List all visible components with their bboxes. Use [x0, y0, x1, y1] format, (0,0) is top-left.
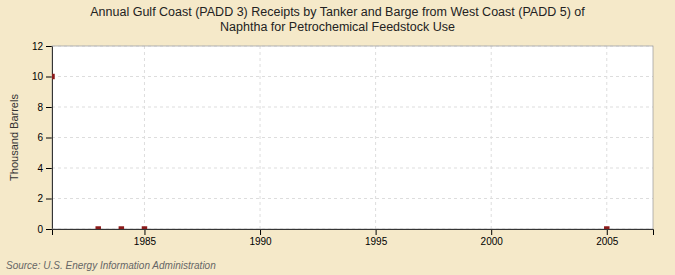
tick: 1990: [249, 229, 272, 247]
tick-mark: [491, 229, 492, 235]
tick-label: 2005: [596, 236, 619, 247]
tick-mark: [46, 77, 52, 78]
tick: 2000: [481, 229, 504, 247]
tick: 2: [37, 193, 52, 204]
tick-mark: [46, 229, 52, 230]
chart-svg: Annual Gulf Coast (PADD 3) Receipts by T…: [0, 0, 675, 275]
plot-background: [52, 46, 653, 229]
y-axis: 0 2 4 6 8 10 12: [32, 41, 53, 235]
tick: 1995: [365, 229, 388, 247]
point: [119, 226, 124, 229]
title-line: Annual Gulf Coast (PADD 3) Receipts by T…: [90, 5, 585, 19]
tick-label: 2000: [481, 236, 504, 247]
point: [604, 226, 609, 229]
y-axis-label: Thousand Barrels: [8, 94, 20, 181]
tick-label: 1990: [249, 236, 272, 247]
tick-label: 4: [37, 163, 43, 174]
axis-line: [46, 47, 53, 230]
tick-label: 0: [37, 224, 43, 235]
plot-frame: [52, 46, 653, 229]
x-axis: 1985 1990 1995 2000 2005: [53, 229, 654, 247]
tick: 8: [37, 102, 52, 113]
point: [95, 226, 100, 229]
tick-label: 2: [37, 193, 43, 204]
background: [0, 0, 675, 275]
grid-line-y: [52, 76, 653, 77]
tick-mark: [144, 229, 145, 235]
title-line: Naphtha for Petrochemical Feedstock Use: [220, 20, 455, 34]
grid: [52, 46, 653, 229]
tick: 12: [32, 41, 52, 52]
axis-line: [53, 230, 654, 236]
point: [52, 74, 55, 79]
tick-mark: [46, 199, 52, 200]
grid-line-x: [260, 46, 261, 229]
tick-mark: [376, 229, 377, 235]
tick: 10: [32, 71, 52, 82]
tick-mark: [607, 229, 608, 235]
tick-label: 1985: [134, 236, 157, 247]
grid-line-y: [52, 168, 653, 169]
tick-mark: [46, 138, 52, 139]
tick-label: 1995: [365, 236, 388, 247]
grid-line-y: [52, 137, 653, 138]
tick-label: 8: [37, 102, 43, 113]
tick-mark: [260, 229, 261, 235]
tick: 2005: [596, 229, 619, 247]
tick-label: 12: [32, 41, 44, 52]
grid-line-x: [375, 46, 376, 229]
plot: 1985 1990 1995 2000 2005 0 2 4 6 8 10 12: [32, 41, 654, 247]
point: [142, 226, 147, 229]
title: Annual Gulf Coast (PADD 3) Receipts by T…: [90, 5, 585, 34]
points: [52, 74, 610, 229]
tick-mark: [46, 46, 52, 47]
grid-line-y: [52, 107, 653, 108]
tick: 1985: [134, 229, 157, 247]
tick-mark: [46, 168, 52, 169]
tick: 4: [37, 163, 52, 174]
source: Source: U.S. Energy Information Administ…: [6, 260, 216, 271]
tick: 0: [37, 224, 52, 235]
tick: 6: [37, 132, 52, 143]
tick-mark: [46, 107, 52, 108]
tick-label: 6: [37, 132, 43, 143]
grid-line-y: [52, 198, 653, 199]
tick-label: 10: [32, 71, 44, 82]
